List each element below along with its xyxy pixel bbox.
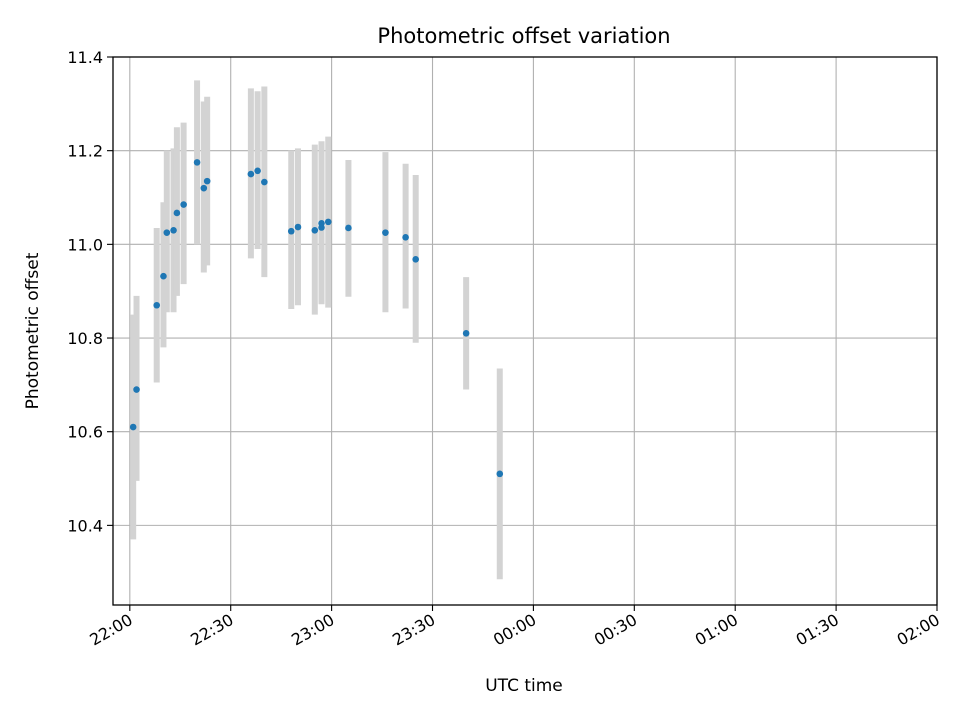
x-tick-label: 01:00 xyxy=(692,610,741,650)
y-tick-label: 11.2 xyxy=(67,142,103,161)
data-point xyxy=(180,201,187,208)
error-bars xyxy=(130,80,503,580)
data-point xyxy=(318,219,325,227)
data-point xyxy=(203,177,211,185)
x-tick-label: 23:30 xyxy=(389,610,438,650)
data-point xyxy=(170,226,177,234)
data-point xyxy=(496,470,504,478)
data-point xyxy=(129,423,137,431)
data-point xyxy=(462,330,470,337)
data-point xyxy=(254,167,261,175)
x-tick-label: 00:00 xyxy=(490,610,539,650)
y-tick-label: 10.8 xyxy=(67,329,103,348)
data-point xyxy=(247,170,255,178)
x-tick-label: 23:00 xyxy=(288,610,337,650)
y-axis-label: Photometric offset xyxy=(23,252,43,409)
x-tick-label: 00:30 xyxy=(591,610,640,650)
data-point xyxy=(153,301,161,309)
data-point xyxy=(311,226,319,234)
data-point xyxy=(160,272,167,280)
y-tick-label: 11.0 xyxy=(67,235,103,254)
data-point xyxy=(294,223,302,231)
x-tick-label: 22:30 xyxy=(187,610,236,650)
x-axis-label: UTC time xyxy=(485,676,563,696)
y-tick-label: 10.4 xyxy=(67,516,103,535)
x-tick-label: 22:00 xyxy=(86,610,135,650)
data-point xyxy=(133,386,140,393)
plot-area-frame xyxy=(112,56,938,606)
x-tick-label: 01:30 xyxy=(793,610,842,650)
data-point xyxy=(163,229,171,236)
data-point xyxy=(287,227,295,235)
data-point xyxy=(173,209,181,217)
y-tick-label: 11.4 xyxy=(67,48,103,67)
y-tick-label: 10.6 xyxy=(67,423,103,442)
data-point xyxy=(200,184,208,192)
data-point xyxy=(345,224,352,232)
data-point xyxy=(324,218,332,226)
x-tick-label: 02:00 xyxy=(894,610,943,650)
data-point xyxy=(402,234,409,241)
data-point xyxy=(193,159,201,166)
data-points xyxy=(129,159,504,478)
data-point xyxy=(261,178,268,186)
grid xyxy=(113,56,938,605)
data-point xyxy=(382,229,389,236)
data-point xyxy=(412,256,419,263)
chart-title: Photometric offset variation xyxy=(377,24,670,48)
